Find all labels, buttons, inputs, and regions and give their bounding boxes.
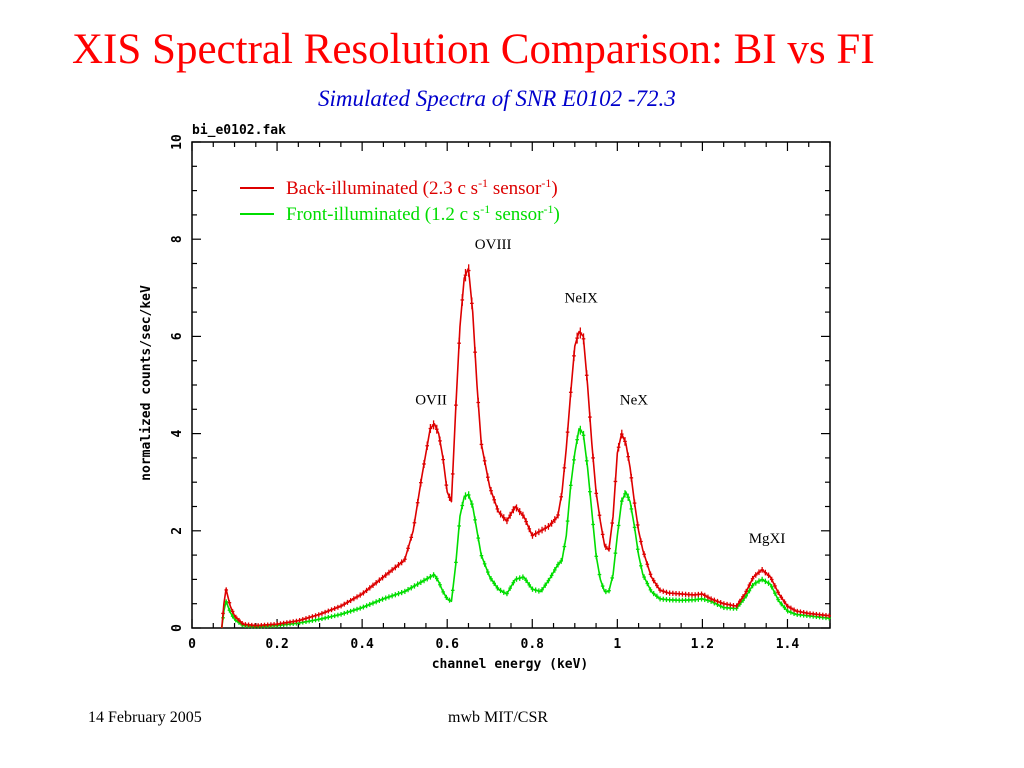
x-tick-label: 1 xyxy=(613,637,621,652)
legend-label: Front-illuminated (1.2 c s-1 sensor-1) xyxy=(286,202,560,225)
footer-author: mwb MIT/CSR xyxy=(448,709,549,726)
peak-label: OVII xyxy=(415,392,447,408)
peak-label: NeX xyxy=(620,392,648,408)
legend: Back-illuminated (2.3 c s-1 sensor-1)Fro… xyxy=(240,176,560,225)
legend-superscript: -1 xyxy=(480,202,490,216)
y-tick-label: 4 xyxy=(170,430,185,438)
y-tick-label: 0 xyxy=(170,624,185,632)
legend-text: ) xyxy=(551,178,557,199)
peak-label: MgXI xyxy=(749,531,786,547)
bi-series xyxy=(220,264,831,629)
series-line xyxy=(220,427,831,629)
legend-superscript: -1 xyxy=(544,202,554,216)
x-tick-label: 0.8 xyxy=(521,637,545,652)
legend-text: Front-illuminated (1.2 c s xyxy=(286,204,480,225)
y-tick-label: 8 xyxy=(170,235,185,243)
legend-superscript: -1 xyxy=(541,176,551,190)
footer-date: 14 February 2005 xyxy=(88,709,202,726)
x-tick-label: 1.4 xyxy=(776,637,800,652)
series-line xyxy=(220,267,831,629)
x-tick-label: 0.2 xyxy=(265,637,288,652)
peak-label: OVIII xyxy=(475,237,512,253)
y-axis-label: normalized counts/sec/keV xyxy=(139,285,154,481)
x-tick-label: 0.4 xyxy=(350,637,374,652)
x-tick-label: 0 xyxy=(188,637,196,652)
y-tick-label: 10 xyxy=(170,134,185,150)
slide-title: XIS Spectral Resolution Comparison: BI v… xyxy=(72,26,875,73)
peak-label: NeIX xyxy=(565,290,598,306)
legend-text: ) xyxy=(554,204,560,225)
x-tick-label: 1.2 xyxy=(691,637,714,652)
legend-text: Back-illuminated (2.3 c s xyxy=(286,178,478,199)
legend-text: sensor xyxy=(490,204,544,225)
legend-text: sensor xyxy=(488,178,542,199)
x-axis-label: channel energy (keV) xyxy=(432,657,589,672)
legend-superscript: -1 xyxy=(478,176,488,190)
y-tick-label: 6 xyxy=(170,332,185,340)
fi-series xyxy=(220,425,831,629)
legend-label: Back-illuminated (2.3 c s-1 sensor-1) xyxy=(286,176,558,199)
slide-subtitle: Simulated Spectra of SNR E0102 -72.3 xyxy=(318,86,676,111)
x-tick-label: 0.6 xyxy=(435,637,459,652)
y-tick-label: 2 xyxy=(170,527,185,535)
plot-title: bi_e0102.fak xyxy=(192,123,286,138)
